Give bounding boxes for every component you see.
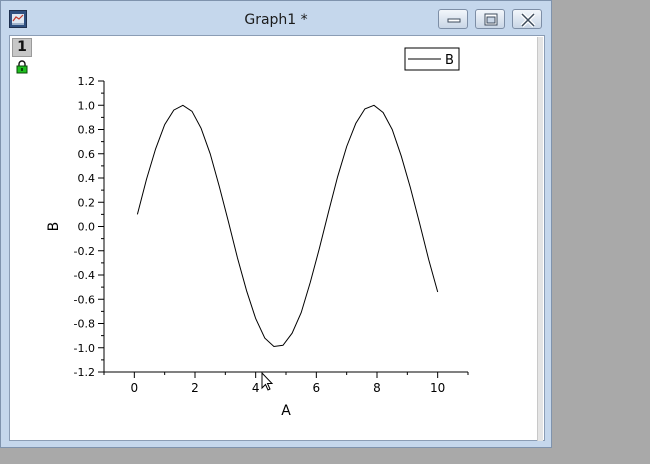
x-tick-label: 10	[430, 381, 445, 395]
close-icon	[520, 12, 536, 28]
minimize-icon	[447, 18, 461, 23]
x-ticks: 0 2 4 6 8 10	[103, 372, 469, 395]
y-tick-label: -0.2	[74, 245, 95, 258]
x-tick-label: 2	[191, 381, 199, 395]
graph-window: Graph1 * 1	[0, 0, 552, 448]
y-tick-label: 0.6	[78, 148, 96, 161]
y-tick-label: -0.4	[74, 269, 95, 282]
graph-window-icon[interactable]	[9, 10, 27, 28]
x-tick-label: 4	[252, 381, 260, 395]
y-tick-label: 0.4	[78, 172, 96, 185]
y-tick-label: -1.0	[74, 342, 95, 355]
graph-page[interactable]: 1	[9, 35, 545, 441]
y-tick-label: 1.0	[78, 99, 96, 112]
y-ticks: 1.2 1.0 0.8 0.6 0.4 0.2 0.0 -0.2 -0.4 -0.6 -0.8 -1.…	[74, 75, 104, 379]
layer-tab[interactable]: 1	[12, 38, 32, 57]
maximize-button[interactable]	[475, 9, 505, 29]
maximize-icon	[484, 13, 498, 26]
legend[interactable]: B	[404, 47, 460, 71]
y-tick-label: 1.2	[78, 75, 96, 88]
legend-label-b: B	[445, 53, 454, 68]
close-button[interactable]	[512, 9, 542, 29]
x-tick-label: 6	[313, 381, 321, 395]
lock-icon[interactable]	[15, 59, 29, 74]
x-tick-label: 0	[131, 381, 139, 395]
vertical-scrollbar[interactable]	[537, 37, 543, 441]
minimize-button[interactable]	[438, 9, 468, 29]
series-line-b	[136, 104, 439, 348]
title-bar[interactable]: Graph1 *	[1, 1, 551, 35]
y-tick-label: -0.8	[74, 318, 95, 331]
x-tick-label: 8	[373, 381, 381, 395]
mouse-cursor-icon	[261, 371, 274, 391]
x-axis-label: A	[281, 403, 291, 419]
y-tick-label: -0.6	[74, 293, 95, 306]
y-tick-label: 0.0	[78, 221, 96, 234]
y-axis-label: B	[46, 222, 62, 232]
window-title: Graph1 *	[244, 12, 308, 28]
y-tick-label: 0.2	[78, 196, 96, 209]
y-tick-label: 0.8	[78, 124, 96, 137]
y-tick-label: -1.2	[74, 366, 95, 379]
